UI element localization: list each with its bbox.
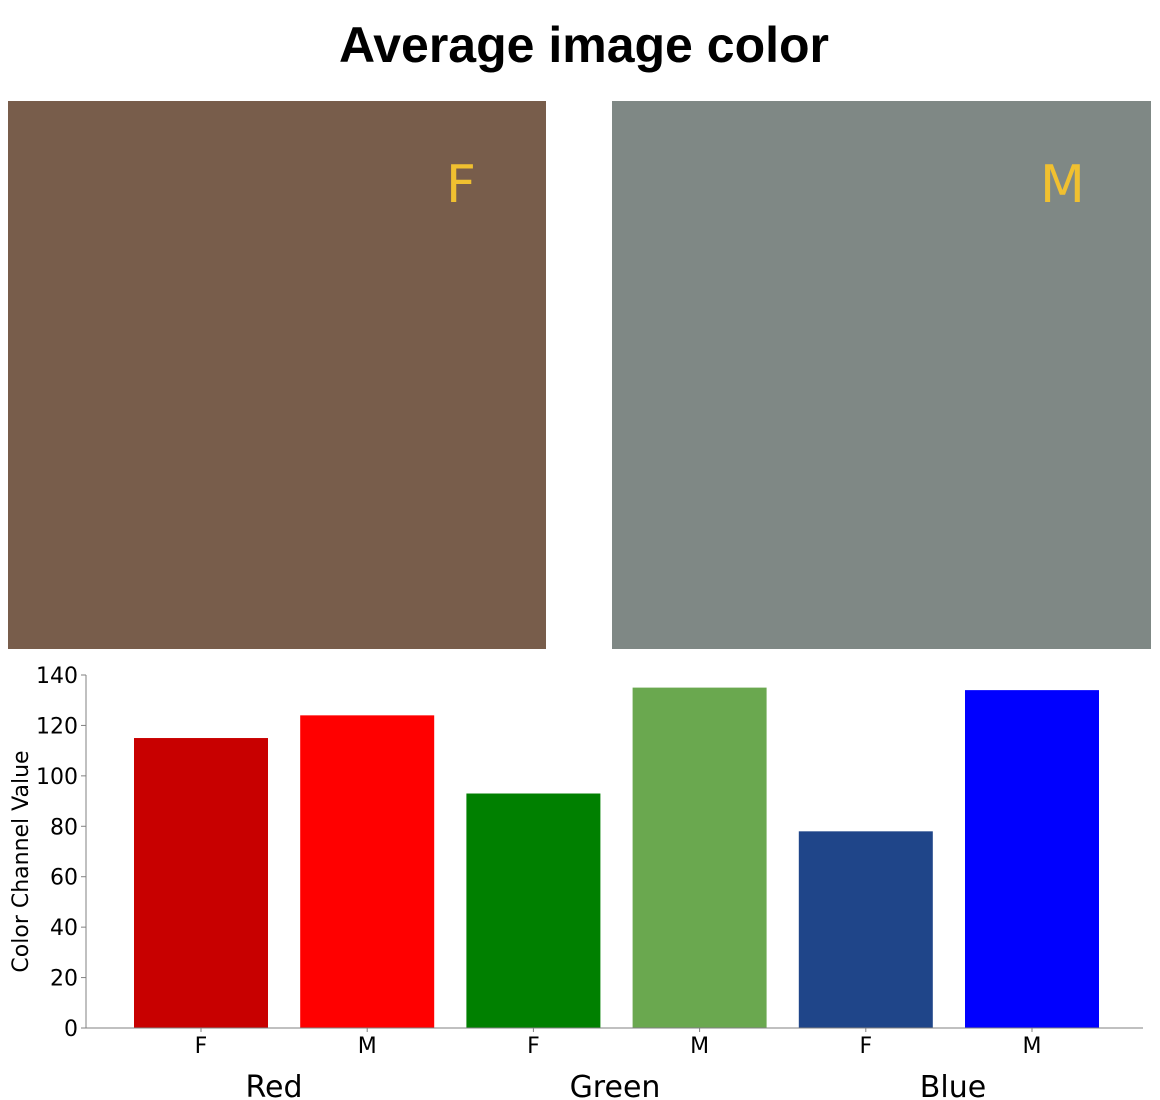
female-average-color-swatch: F — [8, 101, 546, 649]
x-tick-label-green-f: F — [527, 1034, 540, 1059]
bar-blue-f — [798, 831, 933, 1028]
x-tick-label-blue-f: F — [859, 1034, 872, 1059]
group-label-green: Green — [570, 1070, 661, 1100]
bars — [134, 687, 1099, 1028]
x-tick-label-green-m: M — [690, 1034, 709, 1059]
page-title: Average image color — [338, 17, 829, 73]
group-label-red: Red — [246, 1070, 303, 1100]
y-tick-label-0: 0 — [64, 1017, 78, 1042]
y-tick-label-100: 100 — [36, 765, 78, 790]
bar-green-f — [466, 793, 601, 1028]
male-swatch-label: M — [1040, 155, 1085, 215]
bar-red-f — [134, 738, 268, 1028]
female-swatch-label: F — [446, 155, 476, 215]
x-tick-label-red-f: F — [195, 1034, 208, 1059]
bar-red-m — [300, 715, 435, 1028]
y-tick-label-60: 60 — [50, 866, 78, 891]
male-average-color-swatch: M — [612, 101, 1151, 649]
y-tick-label-140: 140 — [36, 664, 78, 689]
color-channel-bar-chart: 0 20 40 60 80 100 120 140 F M F M F M Red Green Blue C… — [9, 664, 1143, 1100]
y-axis-label: Color Channel Value — [9, 750, 34, 972]
y-axis-ticks: 0 20 40 60 80 100 120 140 — [36, 664, 86, 1042]
y-tick-label-20: 20 — [50, 967, 78, 992]
group-label-blue: Blue — [920, 1070, 986, 1100]
y-tick-label-40: 40 — [50, 916, 78, 941]
x-tick-label-red-m: M — [358, 1034, 377, 1059]
y-tick-label-120: 120 — [36, 714, 78, 739]
group-labels: Red Green Blue — [246, 1070, 987, 1100]
y-tick-label-80: 80 — [50, 815, 78, 840]
bar-blue-m — [965, 690, 1099, 1028]
x-tick-label-blue-m: M — [1023, 1034, 1042, 1059]
bar-green-m — [632, 687, 767, 1028]
